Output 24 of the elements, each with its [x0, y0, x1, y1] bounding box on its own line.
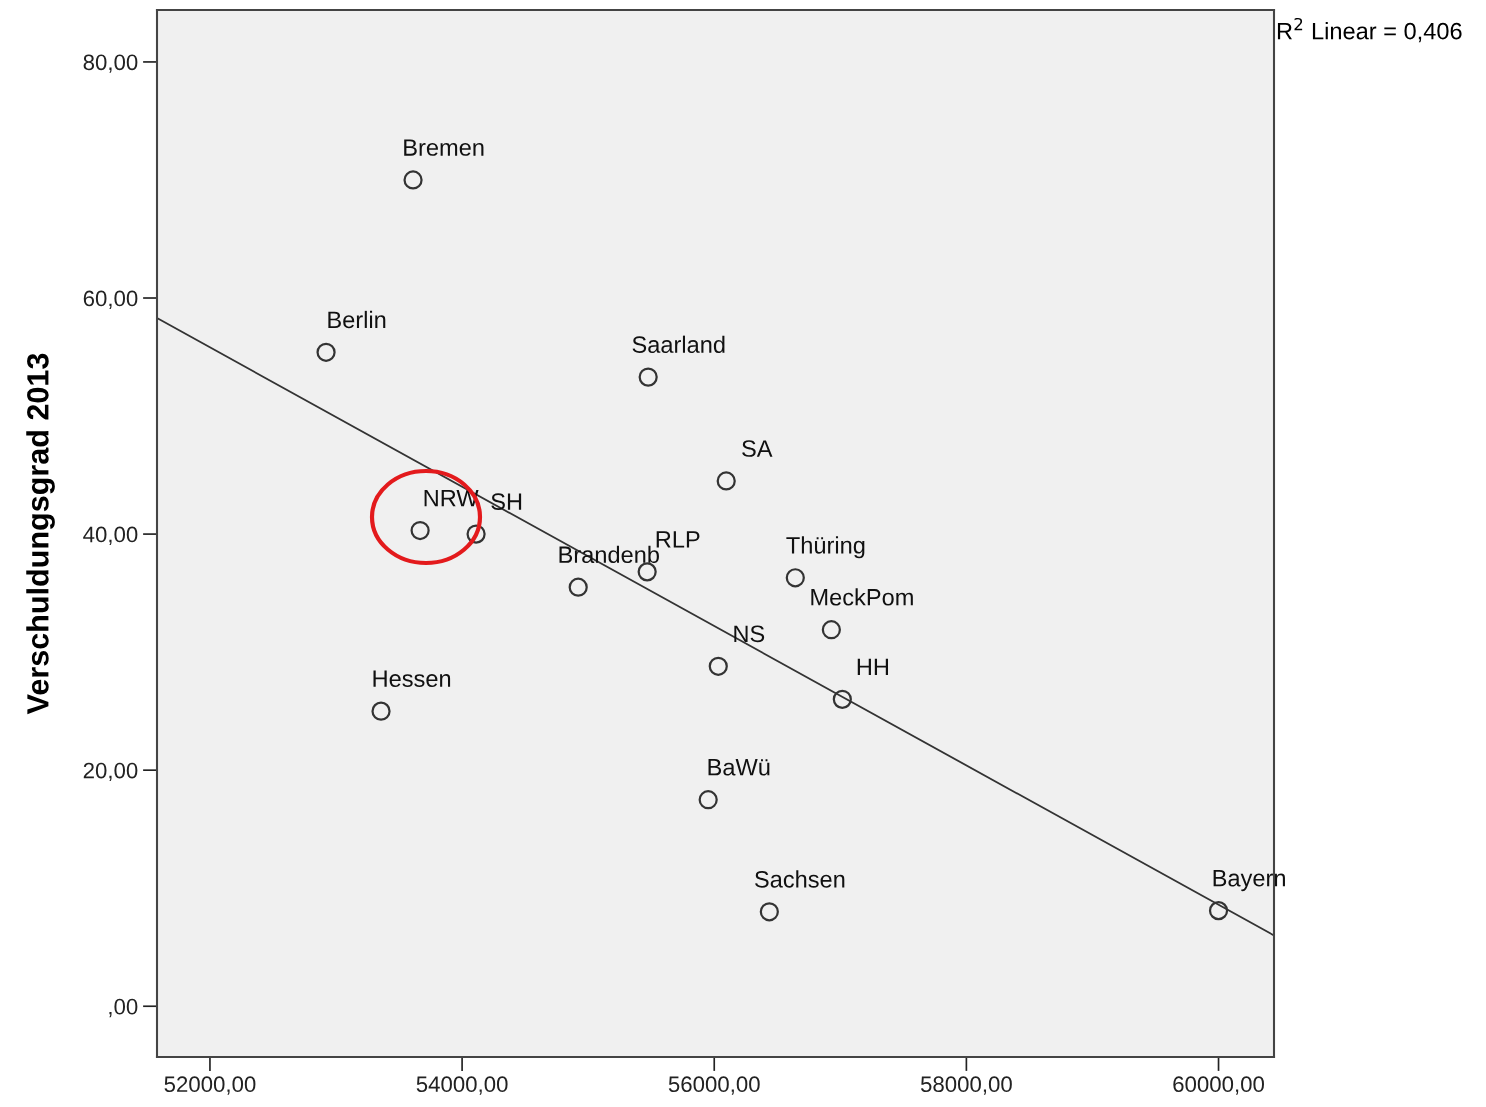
annotation: MeckPom — [811, 588, 913, 606]
annotation: HH — [857, 658, 889, 675]
x-tick-label: 58000,00 — [920, 1076, 1012, 1095]
annotation: SA — [742, 440, 773, 457]
y-tick-label: 60,00 — [83, 290, 138, 309]
annotation: Berlin — [328, 310, 386, 329]
annotation: Bremen — [404, 139, 484, 156]
y-tick-label: 80,00 — [83, 54, 138, 73]
x-tick-label: 56000,00 — [668, 1076, 760, 1095]
text: R$^{2}$ Linear = 0,406 — [1277, 17, 1462, 43]
annotation: Thüring — [786, 536, 865, 559]
annotation: Saarland — [632, 335, 725, 353]
annotation: NS — [734, 625, 765, 643]
annotation: BaWü — [708, 759, 770, 776]
x-tick-label: 54000,00 — [416, 1076, 508, 1095]
y-tick-label: 40,00 — [83, 526, 138, 545]
y-tick-label: 20,00 — [83, 762, 138, 782]
annotation: Sachsen — [755, 870, 845, 888]
x-tick-label: 60000,00 — [1173, 1076, 1265, 1095]
annotation: SH — [491, 493, 522, 510]
annotation: Hessen — [373, 670, 451, 688]
y-tick-label: ,00 — [109, 998, 138, 1018]
y-axis-title: Verschuldungsgrad 2013 — [26, 353, 55, 715]
x-tick-label: 52000,00 — [164, 1076, 256, 1095]
